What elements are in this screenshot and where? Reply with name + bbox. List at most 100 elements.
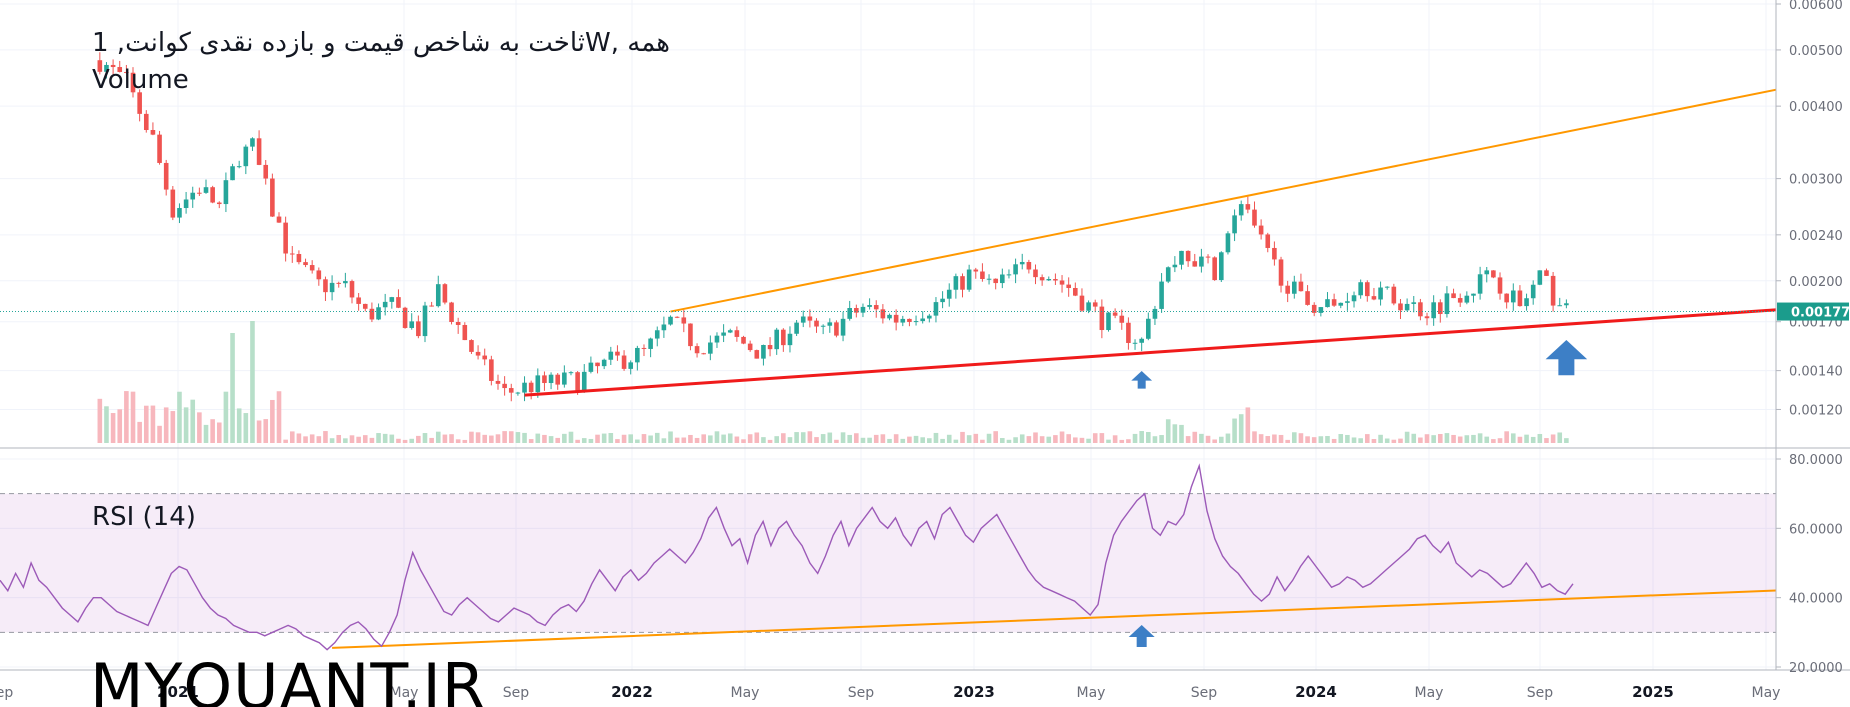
candle-body	[223, 180, 229, 205]
volume-bar	[1358, 438, 1363, 443]
candle-body	[893, 314, 899, 323]
candle-body	[263, 164, 269, 179]
candle-body	[1384, 286, 1390, 288]
candle-body	[1437, 302, 1443, 315]
volume-bar	[1053, 435, 1058, 443]
candle-body	[422, 305, 428, 337]
volume-bar	[475, 432, 481, 443]
candle-body	[1364, 282, 1370, 297]
volume-bar	[462, 439, 468, 443]
candle-body	[1477, 274, 1483, 294]
candle-body	[860, 306, 866, 313]
price-tick-label: 0.00140	[1789, 365, 1843, 380]
candle-body	[1232, 215, 1237, 234]
candle-body	[741, 336, 746, 344]
volume-bars	[97, 321, 1569, 443]
candle-body	[316, 270, 322, 280]
candle-body	[1564, 303, 1569, 306]
candle-body	[163, 162, 169, 190]
volume-bar	[1192, 431, 1198, 443]
volume-bar	[542, 434, 547, 443]
volume-bar	[289, 431, 295, 443]
candle-body	[1338, 302, 1344, 306]
volume-bar	[1205, 435, 1211, 443]
volume-bar	[1451, 434, 1456, 443]
volume-bar	[243, 413, 249, 443]
volume-bar	[190, 399, 196, 443]
candle-body	[953, 276, 959, 290]
candle-body	[1391, 286, 1397, 304]
volume-bar	[495, 434, 501, 443]
candle-body	[455, 321, 461, 325]
time-tick-label: Sep	[1191, 685, 1218, 701]
candle-body	[1033, 269, 1038, 278]
volume-bar	[1092, 433, 1098, 443]
candle-body	[117, 67, 123, 72]
volume-bar	[369, 437, 375, 443]
candle-body	[840, 318, 846, 336]
candle-body	[1079, 295, 1085, 311]
volume-bar	[562, 433, 567, 443]
time-tick-label: May	[1752, 685, 1781, 701]
candle-body	[495, 380, 501, 384]
volume-bar	[734, 436, 740, 443]
time-tick-label: May	[390, 685, 419, 701]
volume-bar	[648, 435, 653, 443]
candle-body	[1557, 305, 1563, 307]
candle-body	[854, 308, 859, 313]
volume-bar	[422, 433, 428, 443]
volume-bar	[940, 438, 945, 443]
volume-bar	[528, 439, 534, 443]
volume-bar	[329, 438, 335, 443]
rsi-series-line	[0, 463, 1574, 651]
volume-bar	[1172, 424, 1178, 443]
candle-body	[1530, 284, 1536, 299]
price-tick-label: 0.00300	[1789, 173, 1843, 188]
volume-bar	[1325, 436, 1330, 443]
candle-body	[761, 345, 766, 359]
candle-body	[973, 269, 979, 272]
volume-bar	[1437, 434, 1443, 443]
volume-bar	[880, 434, 886, 443]
volume-bar	[1039, 436, 1045, 443]
volume-bar	[336, 434, 342, 443]
candle-body	[230, 166, 235, 181]
time-tick-label: Sep	[848, 685, 875, 701]
candle-body	[960, 276, 965, 290]
candle-body	[1298, 281, 1304, 292]
rsi-tick-label: 40.0000	[1789, 592, 1843, 607]
candle-body	[150, 130, 156, 135]
volume-bar	[1530, 436, 1536, 443]
candle-body	[389, 297, 395, 302]
candle-body	[1258, 225, 1264, 235]
candle-body	[1146, 318, 1151, 339]
candle-body	[1318, 307, 1324, 313]
volume-bar	[150, 405, 156, 443]
volume-bar	[256, 420, 262, 443]
volume-label: Volume	[92, 65, 189, 95]
candle-body	[1252, 209, 1257, 226]
candle-body	[1457, 298, 1463, 303]
volume-bar	[1524, 434, 1529, 443]
candle-body	[847, 308, 852, 319]
rsi-line	[0, 463, 1574, 651]
candle-body	[190, 192, 196, 200]
volume-bar	[1119, 439, 1125, 443]
volume-bar	[1351, 437, 1357, 443]
candle-body	[641, 347, 647, 349]
candle-body	[343, 281, 348, 284]
candle-body	[1418, 302, 1423, 317]
candle-body	[628, 362, 634, 369]
candle-body	[303, 262, 308, 266]
candle-body	[1537, 270, 1543, 285]
candle-body	[1112, 312, 1118, 316]
volume-bar	[1179, 424, 1184, 443]
volume-bar	[1019, 434, 1025, 443]
candle-body	[1404, 303, 1410, 311]
candle-body	[993, 278, 998, 284]
volume-bar	[303, 436, 308, 443]
candle-body	[1000, 274, 1005, 284]
candle-body	[1345, 301, 1350, 303]
candle-body	[1059, 280, 1065, 285]
volume-bar	[343, 438, 348, 443]
